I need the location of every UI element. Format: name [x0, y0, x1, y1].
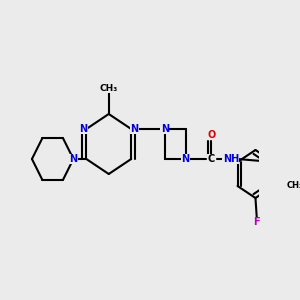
Text: F: F	[254, 217, 260, 227]
Text: N: N	[161, 124, 169, 134]
Text: C: C	[208, 154, 215, 164]
Text: N: N	[182, 154, 190, 164]
Text: N: N	[69, 154, 77, 164]
Text: O: O	[207, 130, 216, 140]
Text: CH₃: CH₃	[287, 182, 300, 190]
Text: N: N	[130, 124, 138, 134]
Text: NH: NH	[223, 154, 239, 164]
Text: CH₃: CH₃	[100, 84, 118, 93]
Text: N: N	[79, 124, 87, 134]
